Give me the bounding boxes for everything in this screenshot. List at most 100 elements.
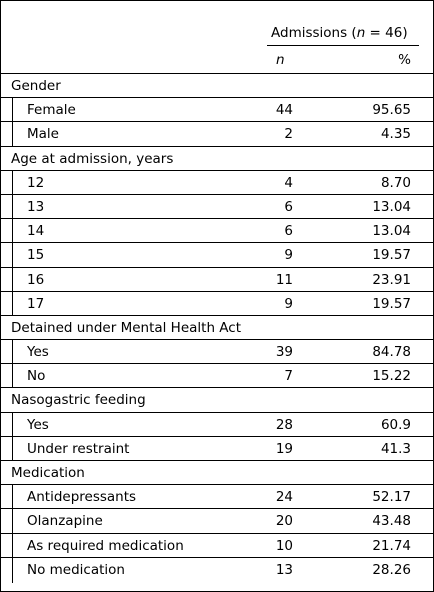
cell-n: 28 (275, 416, 293, 433)
row-label: 15 (27, 247, 45, 264)
table-row: Under restraint 19 41.3 (1, 436, 433, 461)
indent-line (12, 340, 13, 365)
table-row: Male 2 4.35 (1, 122, 433, 147)
cell-n: 11 (275, 271, 293, 288)
row-label: No (27, 368, 46, 385)
section-label: Nasogastric feeding (11, 392, 146, 409)
header-divider (1, 73, 433, 74)
cell-percent: 28.26 (372, 561, 411, 578)
row-label: Female (27, 102, 76, 119)
table-row: Female 44 95.65 (1, 98, 433, 123)
admissions-header-suffix: = 46) (365, 25, 408, 41)
cell-percent: 21.74 (372, 537, 411, 554)
cell-percent: 60.9 (380, 416, 411, 433)
cell-percent: 4.35 (380, 126, 411, 143)
indent-line (12, 170, 13, 195)
indent-line (12, 122, 13, 147)
column-header-row: n % (1, 46, 433, 73)
row-label: As required medication (27, 537, 184, 554)
row-label: Under restraint (27, 440, 130, 457)
admissions-header-rule (267, 45, 419, 46)
cell-n: 9 (284, 295, 293, 312)
indent-line (12, 485, 13, 510)
cell-n: 44 (275, 102, 293, 119)
section-label: Gender (11, 78, 61, 94)
cell-n: 2 (284, 126, 293, 143)
indent-line (12, 243, 13, 268)
table-row: 12 4 8.70 (1, 170, 433, 195)
section-row: Nasogastric feeding (1, 388, 433, 413)
cell-percent: 43.48 (372, 513, 411, 530)
row-label: Olanzapine (27, 513, 103, 530)
row-label: Yes (27, 344, 49, 361)
cell-n: 20 (275, 513, 293, 530)
table-body: Gender Female 44 95.65 Male 2 4.35 Age at admis… (1, 74, 433, 583)
column-header-n: n (276, 52, 285, 68)
table-row: Yes 28 60.9 (1, 412, 433, 437)
cell-n: 10 (275, 537, 293, 554)
row-label: Male (27, 126, 59, 143)
row-label: 16 (27, 271, 45, 288)
table-header-group: Admissions (n = 46) (1, 1, 433, 46)
cell-n: 13 (275, 561, 293, 578)
cell-n: 6 (284, 198, 293, 215)
cell-percent: 15.22 (372, 368, 411, 385)
cell-percent: 19.57 (372, 247, 411, 264)
indent-line (12, 412, 13, 437)
section-label: Age at admission, years (11, 150, 174, 167)
table-row: Antidepressants 24 52.17 (1, 485, 433, 510)
cell-percent: 13.04 (372, 223, 411, 240)
indent-line (12, 267, 13, 292)
indent-line (12, 291, 13, 316)
column-header-percent: % (398, 52, 411, 68)
indent-line (12, 194, 13, 220)
section-label: Medication (11, 465, 85, 481)
table-row: Olanzapine 20 43.48 (1, 509, 433, 534)
row-label: Yes (27, 416, 49, 433)
cell-percent: 19.57 (372, 295, 411, 312)
cell-percent: 52.17 (372, 489, 411, 506)
row-label: No medication (27, 561, 125, 578)
table-row: 13 6 13.04 (1, 194, 433, 220)
admissions-header-n: n (356, 25, 366, 41)
row-label: 12 (27, 174, 45, 191)
cell-n: 19 (275, 440, 293, 457)
row-label: 17 (27, 295, 45, 312)
section-row: Age at admission, years (1, 147, 433, 171)
cell-n: 9 (284, 247, 293, 264)
cell-n: 4 (284, 174, 293, 191)
row-label: 14 (27, 223, 45, 240)
indent-line (12, 557, 13, 583)
table-row: No medication 13 28.26 (1, 557, 433, 583)
indent-line (12, 364, 13, 389)
row-label: 13 (27, 198, 45, 215)
admissions-header-prefix: Admissions ( (271, 25, 357, 41)
indent-line (12, 436, 13, 461)
table-row: No 7 15.22 (1, 364, 433, 389)
table-row: 16 11 23.91 (1, 267, 433, 292)
table-row: 17 9 19.57 (1, 291, 433, 316)
cell-percent: 8.70 (380, 174, 411, 191)
indent-line (12, 219, 13, 244)
cell-percent: 23.91 (372, 271, 411, 288)
table-row: Yes 39 84.78 (1, 340, 433, 365)
cell-n: 24 (275, 489, 293, 506)
table-row: As required medication 10 21.74 (1, 533, 433, 558)
cell-percent: 41.3 (380, 440, 411, 457)
cell-percent: 13.04 (372, 198, 411, 215)
cell-n: 39 (275, 344, 293, 361)
admissions-header: Admissions (n = 46) (271, 25, 408, 41)
row-label: Antidepressants (27, 489, 137, 506)
section-row: Gender (1, 74, 433, 99)
indent-line (12, 533, 13, 558)
cell-percent: 95.65 (372, 102, 411, 119)
table-row: 15 9 19.57 (1, 243, 433, 268)
indent-line (12, 509, 13, 534)
cell-n: 7 (284, 368, 293, 385)
section-label: Detained under Mental Health Act (11, 319, 242, 336)
section-row: Medication (1, 461, 433, 486)
table-row: 14 6 13.04 (1, 219, 433, 244)
cell-n: 6 (284, 223, 293, 240)
cell-percent: 84.78 (372, 344, 411, 361)
